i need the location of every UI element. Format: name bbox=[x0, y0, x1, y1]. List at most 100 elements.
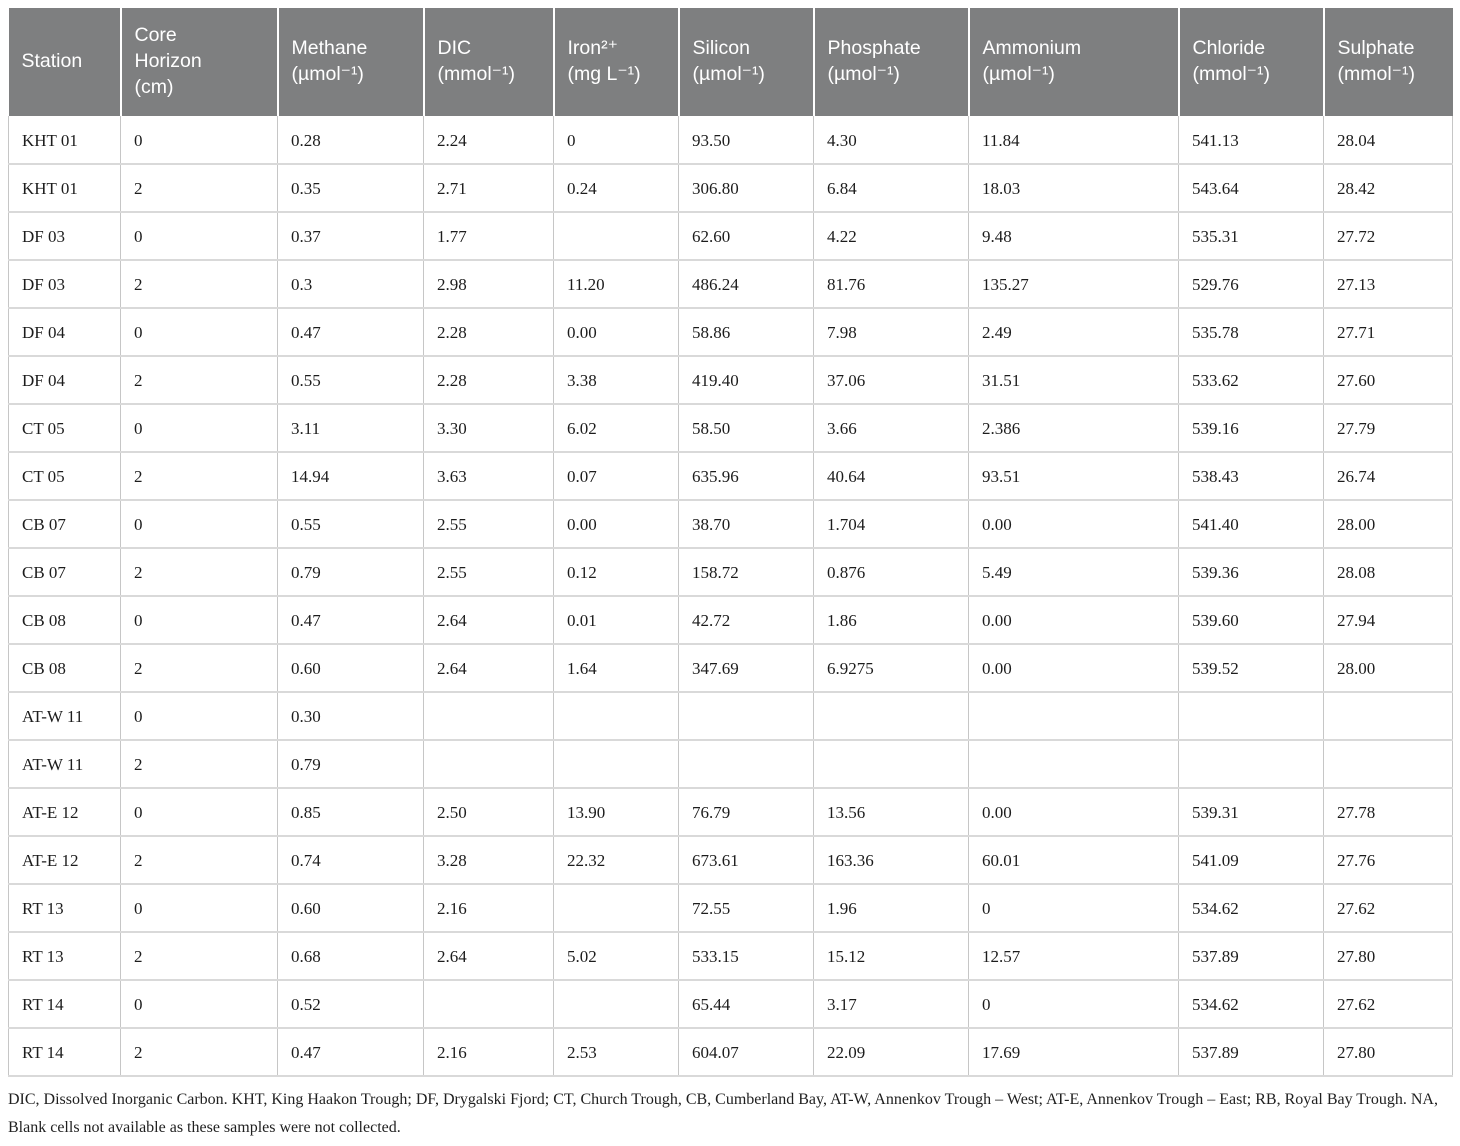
table-row: AT-E 12 2 0.74 3.28 22.32 673.61 163.36 60.01 54… bbox=[8, 836, 1453, 885]
cell-methane: 14.94 bbox=[277, 452, 424, 501]
cell-silicon: 158.72 bbox=[678, 548, 814, 597]
cell-methane: 0.85 bbox=[277, 788, 424, 837]
cell-station: RT 14 bbox=[8, 1028, 121, 1077]
cell-core-horizon: 2 bbox=[120, 164, 278, 213]
cell-station: CT 05 bbox=[8, 404, 121, 453]
cell-sulphate: 27.80 bbox=[1323, 932, 1453, 981]
cell-chloride: 534.62 bbox=[1178, 980, 1324, 1029]
cell-phosphate: 40.64 bbox=[813, 452, 969, 501]
cell-ammonium bbox=[968, 740, 1179, 789]
cell-dic: 2.16 bbox=[423, 884, 554, 933]
cell-phosphate bbox=[813, 692, 969, 741]
cell-core-horizon: 2 bbox=[120, 740, 278, 789]
cell-core-horizon: 2 bbox=[120, 356, 278, 405]
cell-dic: 2.16 bbox=[423, 1028, 554, 1077]
cell-iron bbox=[553, 212, 679, 261]
cell-ammonium: 12.57 bbox=[968, 932, 1179, 981]
table-row: KHT 01 2 0.35 2.71 0.24 306.80 6.84 18.03 543.64… bbox=[8, 164, 1453, 213]
table-body: KHT 01 0 0.28 2.24 0 93.50 4.30 11.84 541.13 28.0… bbox=[8, 116, 1453, 1077]
cell-ammonium: 17.69 bbox=[968, 1028, 1179, 1077]
cell-station: DF 03 bbox=[8, 212, 121, 261]
cell-dic: 3.30 bbox=[423, 404, 554, 453]
cell-dic: 2.64 bbox=[423, 644, 554, 693]
cell-iron: 3.38 bbox=[553, 356, 679, 405]
cell-dic: 1.77 bbox=[423, 212, 554, 261]
cell-silicon: 65.44 bbox=[678, 980, 814, 1029]
cell-dic: 3.28 bbox=[423, 836, 554, 885]
cell-phosphate: 22.09 bbox=[813, 1028, 969, 1077]
cell-phosphate: 0.876 bbox=[813, 548, 969, 597]
cell-silicon: 486.24 bbox=[678, 260, 814, 309]
cell-ammonium: 135.27 bbox=[968, 260, 1179, 309]
cell-core-horizon: 2 bbox=[120, 932, 278, 981]
cell-dic: 2.64 bbox=[423, 932, 554, 981]
cell-methane: 0.30 bbox=[277, 692, 424, 741]
cell-iron bbox=[553, 980, 679, 1029]
cell-dic: 2.98 bbox=[423, 260, 554, 309]
cell-methane: 0.60 bbox=[277, 884, 424, 933]
table-footnote: DIC, Dissolved Inorganic Carbon. KHT, Ki… bbox=[8, 1091, 1438, 1137]
table-row: DF 03 0 0.37 1.77 62.60 4.22 9.48 535.31 27.72 bbox=[8, 212, 1453, 261]
cell-silicon bbox=[678, 692, 814, 741]
cell-station: KHT 01 bbox=[8, 164, 121, 213]
table-row: AT-W 11 2 0.79 bbox=[8, 740, 1453, 789]
cell-silicon: 604.07 bbox=[678, 1028, 814, 1077]
cell-phosphate: 3.17 bbox=[813, 980, 969, 1029]
cell-sulphate: 27.72 bbox=[1323, 212, 1453, 261]
cell-iron bbox=[553, 884, 679, 933]
cell-core-horizon: 2 bbox=[120, 548, 278, 597]
cell-station: CB 08 bbox=[8, 596, 121, 645]
table-row: DF 04 0 0.47 2.28 0.00 58.86 7.98 2.49 535.78 27.… bbox=[8, 308, 1453, 357]
cell-sulphate: 28.08 bbox=[1323, 548, 1453, 597]
cell-silicon bbox=[678, 740, 814, 789]
cell-core-horizon: 0 bbox=[120, 308, 278, 357]
cell-ammonium: 31.51 bbox=[968, 356, 1179, 405]
cell-core-horizon: 2 bbox=[120, 452, 278, 501]
cell-station: AT-W 11 bbox=[8, 692, 121, 741]
cell-methane: 3.11 bbox=[277, 404, 424, 453]
cell-sulphate: 28.00 bbox=[1323, 500, 1453, 549]
cell-sulphate: 27.80 bbox=[1323, 1028, 1453, 1077]
cell-chloride: 541.40 bbox=[1178, 500, 1324, 549]
cell-chloride: 533.62 bbox=[1178, 356, 1324, 405]
table-row: CB 08 2 0.60 2.64 1.64 347.69 6.9275 0.00 539.52… bbox=[8, 644, 1453, 693]
cell-methane: 0.37 bbox=[277, 212, 424, 261]
table-row: RT 14 2 0.47 2.16 2.53 604.07 22.09 17.69 537.89… bbox=[8, 1028, 1453, 1077]
cell-silicon: 58.86 bbox=[678, 308, 814, 357]
cell-methane: 0.79 bbox=[277, 548, 424, 597]
cell-iron: 6.02 bbox=[553, 404, 679, 453]
cell-ammonium: 93.51 bbox=[968, 452, 1179, 501]
cell-core-horizon: 0 bbox=[120, 116, 278, 165]
cell-sulphate: 27.62 bbox=[1323, 980, 1453, 1029]
cell-dic: 3.63 bbox=[423, 452, 554, 501]
cell-ammonium: 2.49 bbox=[968, 308, 1179, 357]
cell-iron: 0.07 bbox=[553, 452, 679, 501]
cell-methane: 0.47 bbox=[277, 596, 424, 645]
cell-core-horizon: 2 bbox=[120, 1028, 278, 1077]
cell-phosphate: 6.9275 bbox=[813, 644, 969, 693]
table-row: DF 03 2 0.3 2.98 11.20 486.24 81.76 135.27 529.7… bbox=[8, 260, 1453, 309]
cell-station: RT 13 bbox=[8, 884, 121, 933]
cell-core-horizon: 0 bbox=[120, 404, 278, 453]
table-row: RT 13 2 0.68 2.64 5.02 533.15 15.12 12.57 537.89… bbox=[8, 932, 1453, 981]
cell-ammonium: 9.48 bbox=[968, 212, 1179, 261]
cell-methane: 0.52 bbox=[277, 980, 424, 1029]
cell-core-horizon: 0 bbox=[120, 212, 278, 261]
table-row: CB 08 0 0.47 2.64 0.01 42.72 1.86 0.00 539.60 27.… bbox=[8, 596, 1453, 645]
cell-phosphate: 1.704 bbox=[813, 500, 969, 549]
cell-sulphate: 27.13 bbox=[1323, 260, 1453, 309]
cell-chloride: 541.09 bbox=[1178, 836, 1324, 885]
cell-station: DF 04 bbox=[8, 308, 121, 357]
cell-dic: 2.71 bbox=[423, 164, 554, 213]
table-row: AT-W 11 0 0.30 bbox=[8, 692, 1453, 741]
cell-phosphate: 1.96 bbox=[813, 884, 969, 933]
cell-core-horizon: 0 bbox=[120, 884, 278, 933]
cell-iron: 0.00 bbox=[553, 308, 679, 357]
cell-iron bbox=[553, 740, 679, 789]
column-header-ammonium: Ammonium (µmol⁻¹) bbox=[968, 8, 1180, 116]
cell-chloride: 539.16 bbox=[1178, 404, 1324, 453]
cell-dic bbox=[423, 980, 554, 1029]
cell-sulphate: 27.94 bbox=[1323, 596, 1453, 645]
cell-chloride: 529.76 bbox=[1178, 260, 1324, 309]
